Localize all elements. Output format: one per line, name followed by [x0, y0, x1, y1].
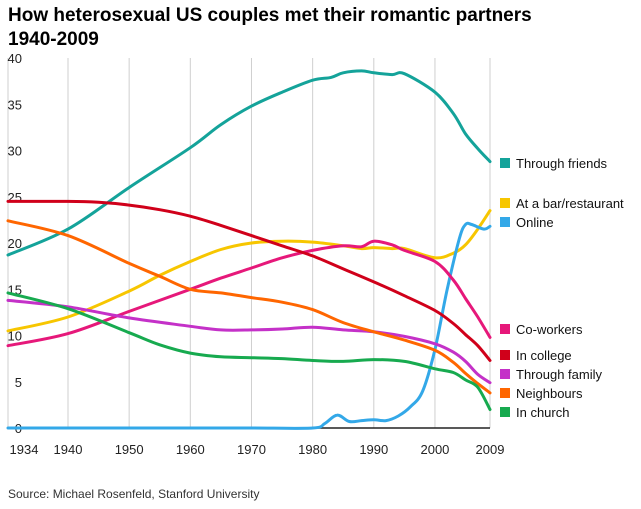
x-axis-tick-labels: 1934 1940 1950 1960 1970 1980 1990 2000 2009: [10, 442, 505, 457]
chart-title-line-2: 1940-2009: [8, 29, 99, 50]
x-tick-label: 2000: [420, 442, 449, 457]
x-tick-label: 1934: [10, 442, 39, 457]
legend-swatch-online: [500, 217, 510, 227]
x-tick-label: 1970: [237, 442, 266, 457]
series-line-in-church: [6, 291, 492, 411]
x-tick-label: 2009: [476, 442, 505, 457]
legend-label-co-workers: Co-workers: [516, 322, 583, 337]
x-tick-label: 1990: [359, 442, 388, 457]
series-line-co-workers: [6, 239, 492, 348]
x-tick-label: 1940: [54, 442, 83, 457]
chart-title-line-1: How heterosexual US couples met their ro…: [8, 5, 532, 26]
x-tick-label: 1960: [176, 442, 205, 457]
series-line-through-friends: [6, 69, 492, 257]
series-line-in-college: [6, 199, 492, 362]
legend-label-at-a-bar-restaurant: At a bar/restaurant: [516, 196, 624, 211]
series-line-online: [6, 221, 492, 430]
series-lines: [6, 69, 492, 430]
legend-swatch-in-college: [500, 350, 510, 360]
y-tick-label: 10: [8, 329, 22, 344]
legend-swatch-through-family: [500, 369, 510, 379]
x-tick-label: 1980: [298, 442, 327, 457]
y-tick-label: 30: [8, 144, 22, 159]
legend-label-online: Online: [516, 215, 554, 230]
legend-swatch-at-a-bar-restaurant: [500, 198, 510, 208]
legend-label-through-friends: Through friends: [516, 156, 608, 171]
y-tick-label: 35: [8, 97, 22, 112]
legend-swatch-through-friends: [500, 158, 510, 168]
x-tick-label: 1950: [115, 442, 144, 457]
legend-swatch-in-church: [500, 407, 510, 417]
legend-label-in-college: In college: [516, 348, 572, 363]
legend: Through friends At a bar/restaurant Online…: [500, 156, 624, 420]
legend-swatch-neighbours: [500, 388, 510, 398]
y-tick-label: 40: [8, 51, 22, 66]
series-line-neighbours: [6, 219, 492, 395]
legend-label-through-family: Through family: [516, 367, 602, 382]
legend-label-neighbours: Neighbours: [516, 386, 583, 401]
y-tick-label: 5: [15, 375, 22, 390]
series-line-through-family: [6, 298, 492, 385]
y-tick-label: 20: [8, 236, 22, 251]
source-note: Source: Michael Rosenfeld, Stanford Univ…: [8, 487, 260, 501]
chart-title: How heterosexual US couples met their ro…: [8, 4, 633, 52]
legend-swatch-co-workers: [500, 324, 510, 334]
legend-label-in-church: In church: [516, 405, 569, 420]
